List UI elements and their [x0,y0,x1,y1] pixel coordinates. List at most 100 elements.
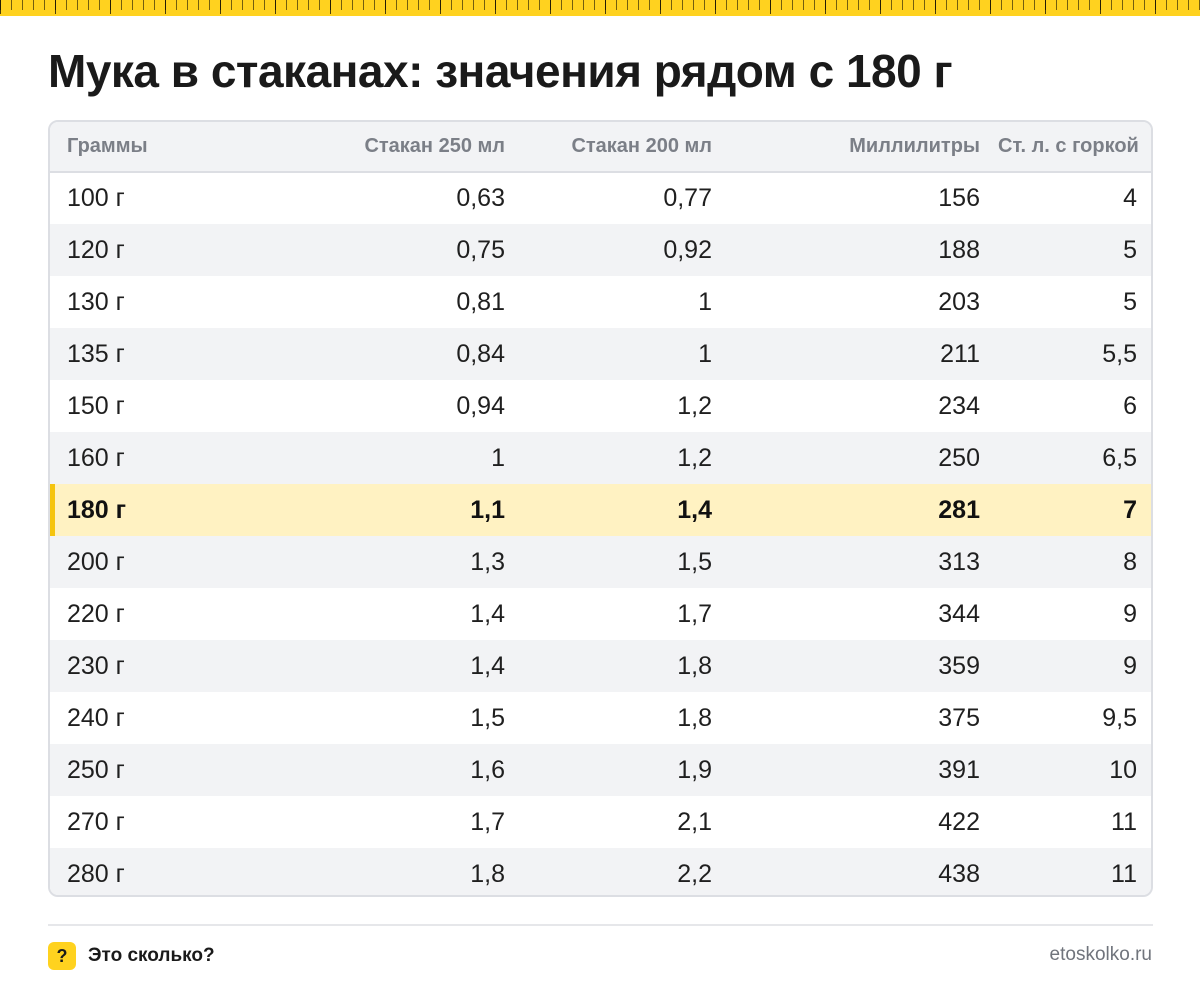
cell-cup-200: 2,2 [677,859,712,888]
cell-cup-250: 0,81 [456,287,505,316]
conversion-table: Граммы Стакан 250 мл Стакан 200 мл Милли… [50,122,1151,895]
table-row: 230 г 1,4 1,8 359 9 [50,640,1151,692]
cell-grams: 280 г [67,859,125,888]
cell-cup-250: 0,75 [456,235,505,264]
cell-cup-200: 1 [698,339,712,368]
page-title: Мука в стаканах: значения рядом с 180 г [48,45,953,97]
cell-tablespoons: 9 [1123,651,1137,680]
cell-cup-200: 1,2 [677,391,712,420]
cell-milliliters: 250 [938,443,980,472]
cell-cup-250: 1,8 [470,859,505,888]
cell-tablespoons: 9 [1123,599,1137,628]
ruler-major-ticks [0,0,1200,14]
cell-cup-250: 1,4 [470,599,505,628]
cell-cup-250: 1 [491,443,505,472]
cell-cup-250: 0,63 [456,184,505,212]
cell-milliliters: 203 [938,287,980,316]
cell-cup-250: 0,94 [456,391,505,420]
header-milliliters: Миллилитры [849,135,980,157]
footer-divider [48,924,1153,926]
cell-grams: 270 г [67,807,125,836]
cell-cup-200: 1,4 [677,495,712,524]
header-cup-250: Стакан 250 мл [364,135,505,157]
cell-grams: 200 г [67,547,125,576]
cell-grams: 180 г [50,484,246,536]
cell-grams: 230 г [67,651,125,680]
cell-grams: 100 г [67,184,125,212]
cell-grams: 130 г [67,287,125,316]
ruler-strip [0,0,1200,16]
table-row: 160 г 1 1,2 250 6,5 [50,432,1151,484]
table-body: 100 г 0,63 0,77 156 4 120 г 0,75 0,92 18… [50,172,1151,895]
cell-tablespoons: 10 [1109,755,1137,784]
cell-milliliters: 359 [938,651,980,680]
cell-grams: 120 г [67,235,125,264]
table-row: 220 г 1,4 1,7 344 9 [50,588,1151,640]
cell-cup-200: 2,1 [677,807,712,836]
cell-grams: 250 г [67,755,125,784]
cell-milliliters: 234 [938,391,980,420]
cell-cup-200: 1,9 [677,755,712,784]
question-badge-icon: ? [48,942,76,970]
header-cup-200: Стакан 200 мл [571,135,712,157]
cell-cup-250: 1,7 [470,807,505,836]
table-row: 270 г 1,7 2,1 422 11 [50,796,1151,848]
cell-cup-250: 1,1 [470,495,505,524]
table-header-row: Граммы Стакан 250 мл Стакан 200 мл Милли… [50,122,1151,172]
cell-cup-200: 1 [698,287,712,316]
cell-tablespoons: 6,5 [1102,443,1137,472]
conversion-table-card: Граммы Стакан 250 мл Стакан 200 мл Милли… [48,120,1153,897]
cell-tablespoons: 7 [1123,495,1137,524]
footer-brand[interactable]: ? Это сколько? [48,941,215,971]
table-header: Граммы Стакан 250 мл Стакан 200 мл Милли… [50,122,1151,172]
cell-milliliters: 156 [938,184,980,212]
cell-tablespoons: 4 [1123,184,1137,212]
table-row-highlighted: 180 г 1,1 1,4 281 7 [50,484,1151,536]
brand-name: Это сколько? [88,945,215,966]
table-row: 135 г 0,84 1 211 5,5 [50,328,1151,380]
cell-cup-250: 1,4 [470,651,505,680]
cell-cup-250: 0,84 [456,339,505,368]
cell-milliliters: 344 [938,599,980,628]
cell-cup-200: 1,5 [677,547,712,576]
cell-cup-200: 1,8 [677,651,712,680]
table-row: 120 г 0,75 0,92 188 5 [50,224,1151,276]
cell-cup-200: 1,2 [677,443,712,472]
table-row: 280 г 1,8 2,2 438 11 [50,848,1151,895]
cell-cup-200: 0,92 [663,235,712,264]
table-row: 130 г 0,81 1 203 5 [50,276,1151,328]
cell-milliliters: 391 [938,755,980,784]
cell-tablespoons: 6 [1123,391,1137,420]
site-link[interactable]: etoskolko.ru [1049,944,1152,965]
cell-milliliters: 211 [940,339,980,368]
cell-milliliters: 281 [938,495,980,524]
table-row: 100 г 0,63 0,77 156 4 [50,172,1151,224]
header-grams: Граммы [67,135,148,157]
cell-cup-250: 1,5 [470,703,505,732]
cell-grams: 220 г [67,599,125,628]
cell-tablespoons: 9,5 [1102,703,1137,732]
cell-tablespoons: 5,5 [1102,339,1137,368]
cell-milliliters: 313 [938,547,980,576]
cell-tablespoons: 5 [1123,235,1137,264]
cell-grams: 160 г [67,443,125,472]
cell-grams: 240 г [67,703,125,732]
table-row: 200 г 1,3 1,5 313 8 [50,536,1151,588]
cell-milliliters: 422 [938,807,980,836]
cell-cup-250: 1,3 [470,547,505,576]
cell-cup-250: 1,6 [470,755,505,784]
cell-milliliters: 375 [938,703,980,732]
cell-milliliters: 188 [938,235,980,264]
cell-milliliters: 438 [938,859,980,888]
cell-tablespoons: 5 [1123,287,1137,316]
cell-cup-200: 1,8 [677,703,712,732]
cell-tablespoons: 11 [1111,859,1137,888]
cell-cup-200: 0,77 [663,184,712,212]
cell-cup-200: 1,7 [677,599,712,628]
cell-tablespoons: 8 [1123,547,1137,576]
table-row: 150 г 0,94 1,2 234 6 [50,380,1151,432]
cell-grams: 135 г [67,339,125,368]
table-row: 250 г 1,6 1,9 391 10 [50,744,1151,796]
header-tablespoons: Ст. л. с горкой [998,135,1139,157]
cell-tablespoons: 11 [1111,807,1137,836]
